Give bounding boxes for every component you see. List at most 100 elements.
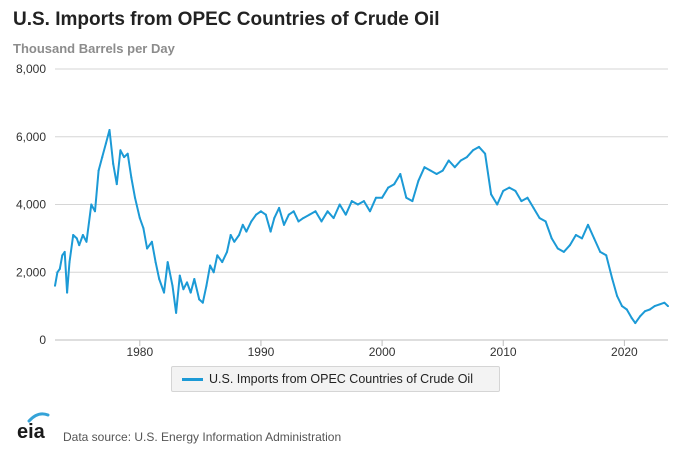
data-point <box>362 200 365 203</box>
data-point <box>93 210 96 213</box>
data-point <box>175 311 178 314</box>
data-point <box>587 223 590 226</box>
data-point <box>101 156 104 159</box>
y-tick-label: 6,000 <box>16 130 46 144</box>
data-point <box>193 278 196 281</box>
y-tick-label: 0 <box>39 333 46 347</box>
data-point <box>496 203 499 206</box>
data-point <box>417 179 420 182</box>
data-point <box>146 247 149 250</box>
x-tick-label: 2020 <box>611 345 638 359</box>
legend-swatch <box>182 377 203 381</box>
data-point <box>562 250 565 253</box>
data-point <box>259 210 262 213</box>
data-point <box>471 149 474 152</box>
data-point <box>465 156 468 159</box>
data-point <box>653 305 656 308</box>
data-point <box>356 203 359 206</box>
data-point <box>453 166 456 169</box>
data-point <box>663 301 666 304</box>
data-point <box>198 298 201 301</box>
data-point <box>108 128 111 131</box>
data-point <box>216 254 219 257</box>
data-point <box>255 213 258 216</box>
data-point <box>85 240 88 243</box>
data-point <box>639 315 642 318</box>
data-point <box>620 305 623 308</box>
data-point <box>593 237 596 240</box>
series-line-opec-imports[interactable] <box>54 129 669 325</box>
data-point <box>368 210 371 213</box>
data-point <box>233 240 236 243</box>
data-point <box>605 254 608 257</box>
data-point <box>556 247 559 250</box>
data-point <box>273 217 276 220</box>
data-point <box>550 237 553 240</box>
data-point <box>75 237 78 240</box>
data-point <box>282 223 285 226</box>
data-point <box>308 213 311 216</box>
data-point <box>130 176 133 179</box>
data-point <box>429 169 432 172</box>
data-point <box>292 210 295 213</box>
data-point <box>138 217 141 220</box>
data-point <box>435 173 438 176</box>
data-point <box>314 210 317 213</box>
data-point <box>56 271 59 274</box>
data-point <box>81 233 84 236</box>
data-point <box>393 183 396 186</box>
data-point <box>158 278 161 281</box>
data-point <box>245 230 248 233</box>
data-point <box>375 196 378 199</box>
data-point <box>226 250 229 253</box>
chart-title: U.S. Imports from OPEC Countries of Crud… <box>13 9 440 30</box>
data-point <box>182 288 185 291</box>
data-point <box>658 303 661 306</box>
data-point <box>514 189 517 192</box>
data-point <box>478 145 481 148</box>
data-point <box>447 159 450 162</box>
data-point <box>238 233 241 236</box>
data-point <box>287 213 290 216</box>
data-point <box>54 284 56 287</box>
data-point <box>250 220 253 223</box>
data-point <box>338 203 341 206</box>
data-point <box>667 305 669 308</box>
data-point <box>502 189 505 192</box>
x-tick-label: 2010 <box>490 345 517 359</box>
data-point <box>189 291 192 294</box>
data-point <box>61 254 64 257</box>
data-point <box>123 156 126 159</box>
data-point <box>538 217 541 220</box>
data-point <box>630 316 633 319</box>
legend[interactable]: U.S. Imports from OPEC Countries of Crud… <box>171 366 500 392</box>
data-point <box>459 159 462 162</box>
y-tick-label: 8,000 <box>16 62 46 76</box>
data-point <box>574 233 577 236</box>
data-point <box>264 213 267 216</box>
data-point <box>178 274 181 277</box>
data-point <box>201 301 204 304</box>
data-point <box>133 196 136 199</box>
data-point <box>126 152 129 155</box>
data-point <box>119 149 122 152</box>
data-point <box>344 213 347 216</box>
data-point <box>229 233 232 236</box>
data-point <box>72 233 75 236</box>
data-point <box>63 250 66 253</box>
data-point <box>411 200 414 203</box>
data-point <box>241 223 244 226</box>
data-point <box>269 230 272 233</box>
x-tick-label: 1980 <box>126 345 153 359</box>
legend-label: U.S. Imports from OPEC Countries of Crud… <box>209 372 473 386</box>
data-point <box>154 261 157 264</box>
data-point <box>526 196 529 199</box>
data-point <box>78 244 81 247</box>
data-point <box>212 271 215 274</box>
data-point <box>405 196 408 199</box>
data-point <box>115 183 118 186</box>
data-point <box>381 196 384 199</box>
data-point <box>350 200 353 203</box>
data-point <box>332 217 335 220</box>
data-point <box>320 220 323 223</box>
